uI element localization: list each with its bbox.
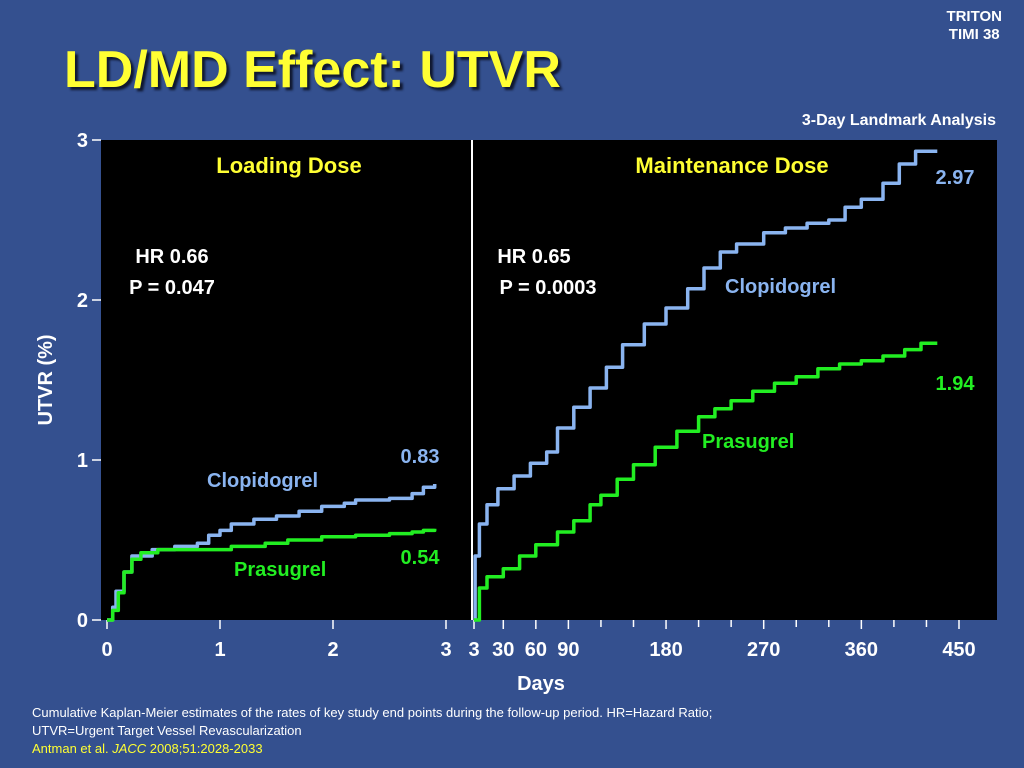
x-tick-label: 180 [649, 639, 682, 661]
end-label-prasugrel-loading: 0.54 [401, 547, 441, 569]
x-tick-label: 360 [845, 639, 878, 661]
series-line-prasugrel-maintenance [474, 341, 938, 622]
x-tick-label: 60 [525, 639, 547, 661]
x-axis: 0 1 2 3 3 30 60 90 180 270 360 450 [101, 620, 976, 661]
series-line-clopidogrel-maintenance [473, 149, 938, 622]
x-tick-label: 2 [327, 639, 338, 661]
citation-journal: JACC [112, 741, 147, 756]
p-loading-dose: P = 0.047 [129, 277, 215, 299]
p-maintenance-dose: P = 0.0003 [500, 277, 597, 299]
slide-title: LD/MD Effect: UTVR [64, 41, 561, 99]
series-layer [107, 149, 938, 622]
end-label-prasugrel-maintenance: 1.94 [936, 373, 976, 395]
x-tick-label: 270 [747, 639, 780, 661]
x-tick-label: 90 [557, 639, 579, 661]
legend-prasugrel-loading: Prasugrel [234, 559, 326, 581]
y-axis: 0 1 2 3 [77, 130, 101, 632]
hr-maintenance-dose: HR 0.65 [497, 246, 570, 268]
end-label-clopidogrel-maintenance: 2.97 [936, 167, 975, 189]
x-tick-label: 450 [942, 639, 975, 661]
legend-prasugrel-maintenance: Prasugrel [702, 431, 794, 453]
y-tick-label: 0 [77, 610, 88, 632]
x-tick-label: 0 [101, 639, 112, 661]
legend-clopidogrel-loading: Clopidogrel [207, 470, 318, 492]
hr-loading-dose: HR 0.66 [135, 246, 208, 268]
x-tick-label: 3 [440, 639, 451, 661]
x-tick-label: 3 [468, 639, 479, 661]
x-tick-label: 30 [492, 639, 514, 661]
brand-label: TRITON TIMI 38 [946, 8, 1002, 44]
series-line-prasugrel-loading [107, 528, 437, 622]
y-tick-label: 1 [77, 450, 88, 472]
footnote-line-1: Cumulative Kaplan-Meier estimates of the… [32, 705, 713, 720]
y-tick-label: 3 [77, 130, 88, 152]
legend-clopidogrel-maintenance: Clopidogrel [725, 276, 836, 298]
chart-subtitle: 3-Day Landmark Analysis [801, 112, 996, 129]
footnote-line-2: UTVR=Urgent Target Vessel Revascularizat… [32, 723, 302, 738]
brand-line-1: TRITON [946, 8, 1002, 25]
brand-line-2: TIMI 38 [948, 26, 1000, 43]
plot-area [101, 140, 997, 620]
y-axis-label: UTVR (%) [35, 334, 57, 425]
panel-title-maintenance-dose: Maintenance Dose [635, 153, 828, 178]
x-tick-label: 1 [214, 639, 225, 661]
panel-title-loading-dose: Loading Dose [216, 153, 361, 178]
x-axis-label: Days [517, 673, 565, 695]
end-label-clopidogrel-loading: 0.83 [401, 446, 440, 468]
y-tick-label: 2 [77, 290, 88, 312]
citation: Antman et al. JACC 2008;51:2028-2033 [32, 741, 263, 756]
citation-author: Antman et al. [32, 741, 113, 756]
citation-details: 2008;51:2028-2033 [146, 741, 263, 756]
footnote: Cumulative Kaplan-Meier estimates of the… [32, 704, 712, 740]
